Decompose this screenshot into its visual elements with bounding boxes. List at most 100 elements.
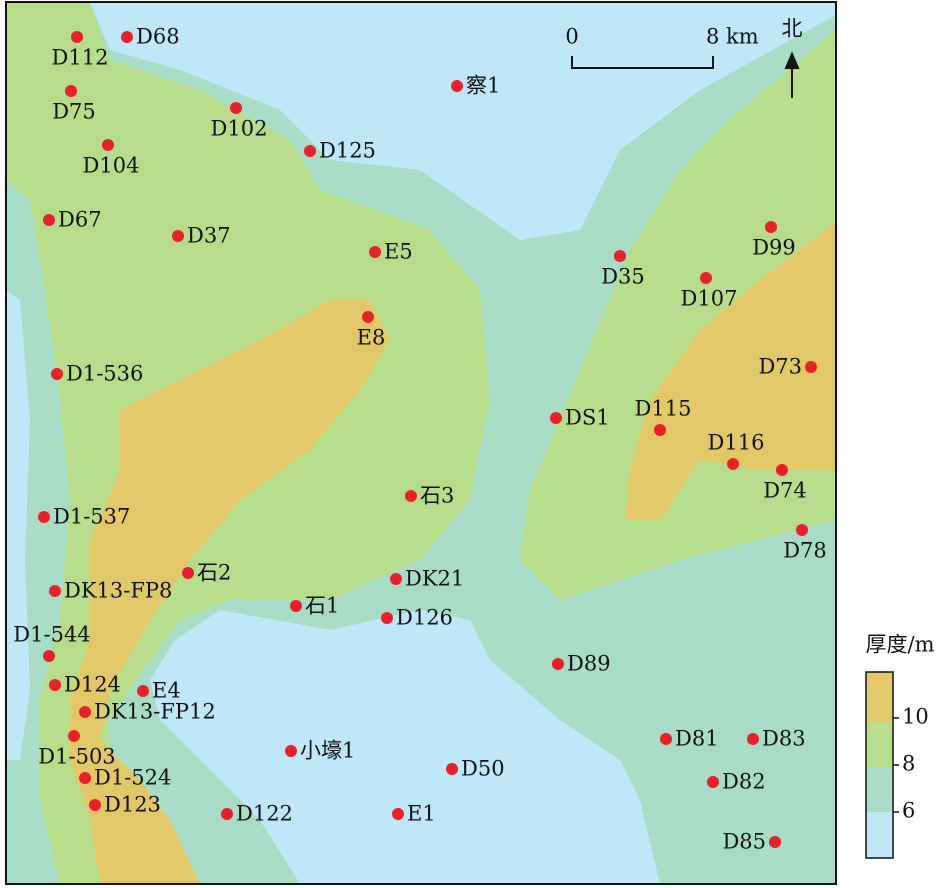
well-label: D1-503 xyxy=(38,745,115,769)
well-label: 石3 xyxy=(420,484,454,508)
map-frame xyxy=(5,1,837,885)
well-dot xyxy=(707,776,719,788)
well-dot xyxy=(43,214,55,226)
well-dot xyxy=(51,368,63,380)
well-dot xyxy=(614,250,626,262)
well-dot xyxy=(182,567,194,579)
well-label: D67 xyxy=(58,208,102,232)
well-dot xyxy=(550,412,562,424)
well-label: D73 xyxy=(758,355,802,379)
well-dot xyxy=(230,102,242,114)
well-label: D50 xyxy=(461,757,505,781)
well-label: 石1 xyxy=(305,594,339,618)
scale-bar xyxy=(571,56,714,69)
well-label: E8 xyxy=(357,326,386,350)
well-dot xyxy=(796,524,808,536)
well-dot xyxy=(805,361,817,373)
legend-title: 厚度/m xyxy=(866,633,935,657)
well-label: D126 xyxy=(396,606,453,630)
well-dot xyxy=(285,745,297,757)
well-dot xyxy=(290,600,302,612)
well-label: D122 xyxy=(236,802,293,826)
well-label: D123 xyxy=(104,793,161,817)
legend-swatch xyxy=(866,812,893,858)
well-dot xyxy=(79,772,91,784)
well-label: D74 xyxy=(763,479,807,503)
well-label: D1-537 xyxy=(53,505,130,529)
well-dot xyxy=(747,733,759,745)
well-label: D116 xyxy=(708,431,765,455)
scale-start: 0 xyxy=(565,25,578,49)
well-dot xyxy=(71,31,83,43)
well-label: D1-536 xyxy=(66,362,143,386)
well-label: D85 xyxy=(722,830,766,854)
well-dot xyxy=(304,145,316,157)
well-label: D125 xyxy=(319,139,376,163)
well-dot xyxy=(137,685,149,697)
legend-swatch xyxy=(866,672,893,722)
well-label: DK13-FP12 xyxy=(94,700,216,724)
well-label: D1-524 xyxy=(94,766,171,790)
well-label: D1-544 xyxy=(13,623,90,647)
well-label: E4 xyxy=(152,679,181,703)
well-dot xyxy=(392,808,404,820)
well-dot xyxy=(79,706,91,718)
well-label: E1 xyxy=(407,802,436,826)
well-label: D83 xyxy=(762,727,806,751)
well-dot xyxy=(446,763,458,775)
well-label: D115 xyxy=(635,397,692,421)
well-dot xyxy=(700,272,712,284)
well-dot xyxy=(765,221,777,233)
zone-lt6 xyxy=(90,2,836,240)
well-dot xyxy=(654,424,666,436)
well-dot xyxy=(369,246,381,258)
well-label: D82 xyxy=(722,770,766,794)
well-label: DK13-FP8 xyxy=(64,579,172,603)
well-dot xyxy=(43,650,55,662)
legend-tick-label: 8 xyxy=(902,752,915,776)
well-dot xyxy=(776,464,788,476)
well-dot xyxy=(102,139,114,151)
well-label: 小壕1 xyxy=(300,739,355,763)
well-label: D89 xyxy=(567,652,611,676)
well-label: D99 xyxy=(752,236,796,260)
well-dot xyxy=(121,31,133,43)
well-label: DK21 xyxy=(405,567,464,591)
well-dot xyxy=(68,730,80,742)
well-dot xyxy=(49,585,61,597)
well-dot xyxy=(172,230,184,242)
well-label: D81 xyxy=(675,727,719,751)
zone-lt6 xyxy=(150,610,660,884)
legend-swatch xyxy=(866,767,893,812)
well-dot xyxy=(451,80,463,92)
well-label: DS1 xyxy=(565,406,610,430)
well-label: D75 xyxy=(52,100,96,124)
well-label: D78 xyxy=(783,539,827,563)
well-dot xyxy=(727,458,739,470)
well-label: 石2 xyxy=(197,561,231,585)
well-dot xyxy=(65,85,77,97)
north-label: 北 xyxy=(782,17,803,41)
well-dot xyxy=(769,836,781,848)
well-label: E5 xyxy=(384,240,413,264)
well-dot xyxy=(362,311,374,323)
legend-tick-label: 10 xyxy=(902,705,929,729)
well-label: D68 xyxy=(136,25,180,49)
well-dot xyxy=(381,612,393,624)
well-label: D104 xyxy=(83,154,140,178)
well-label: D102 xyxy=(211,117,268,141)
zone-lt6 xyxy=(6,290,30,760)
well-label: D35 xyxy=(601,265,645,289)
well-dot xyxy=(221,808,233,820)
scale-end: 8 km xyxy=(706,25,759,49)
well-dot xyxy=(49,679,61,691)
zone-gt10 xyxy=(625,222,836,520)
well-dot xyxy=(660,733,672,745)
well-dot xyxy=(38,511,50,523)
well-dot xyxy=(390,573,402,585)
legend-tick-label: 6 xyxy=(902,799,915,823)
well-dot xyxy=(552,658,564,670)
well-dot xyxy=(89,799,101,811)
legend-swatch xyxy=(866,722,893,767)
